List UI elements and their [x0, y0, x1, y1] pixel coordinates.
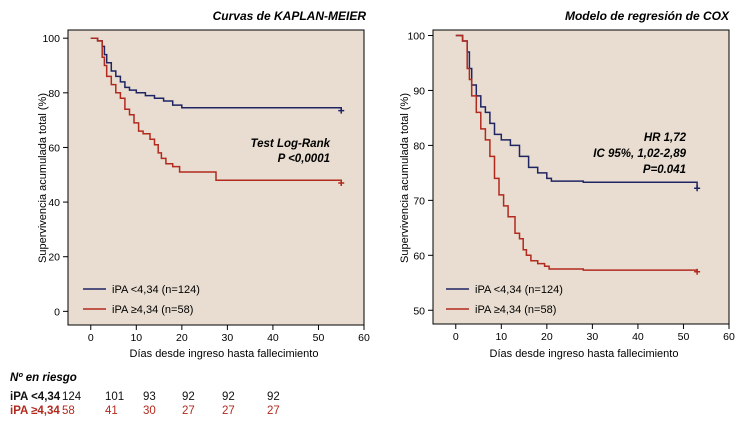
y-tick-label: 70 [413, 195, 425, 207]
p-value-annotation: P <0,0001 [278, 153, 330, 165]
kaplan-meier-y-axis-label: Supervivencia acumulada total (%) [37, 93, 49, 263]
x-tick-label: 10 [130, 332, 142, 344]
x-tick-label: 50 [678, 331, 690, 343]
y-tick-label: 80 [413, 140, 425, 152]
x-tick-label: 40 [632, 331, 644, 343]
log-rank-annotation: Test Log-Rank [251, 138, 331, 150]
cox-plot-area [432, 29, 730, 325]
legend-label-high: iPA ≥4,34 (n=58) [112, 304, 193, 316]
kaplan-meier-title: Curvas de KAPLAN-MEIER [213, 9, 367, 23]
x-tick-label: 0 [88, 332, 94, 344]
kaplan-meier-x-axis-label: Días desde ingreso hasta fallecimiento [130, 348, 319, 360]
x-tick-label: 20 [176, 332, 188, 344]
x-tick-label: 30 [587, 331, 599, 343]
y-tick-label: 60 [413, 250, 425, 262]
legend-label-low: iPA <4,34 (n=124) [112, 284, 200, 296]
cox-y-axis: 50 60 70 80 90 100 [407, 30, 433, 317]
y-tick-label: 100 [407, 30, 425, 42]
x-tick-label: 20 [541, 331, 553, 343]
kaplan-meier-y-axis: 0 20 40 60 80 100 [42, 33, 68, 318]
x-tick-label: 60 [723, 331, 735, 343]
survival-curve-high-ipa [90, 37, 342, 183]
y-tick-label: 50 [413, 305, 425, 317]
cox-legend: iPA <4,34 (n=124) iPA ≥4,34 (n=58) [446, 284, 563, 316]
y-tick-label: 0 [54, 306, 60, 318]
hr-annotation: HR 1,72 [644, 132, 687, 144]
ci-annotation: IC 95%, 1,02-2,89 [593, 148, 686, 160]
censor-mark [694, 185, 701, 192]
x-tick-label: 50 [313, 332, 325, 344]
kaplan-meier-legend: iPA <4,34 (n=124) iPA ≥4,34 (n=58) [83, 284, 200, 316]
survival-curve-high-ipa [455, 34, 698, 272]
y-tick-label: 20 [48, 252, 60, 264]
y-tick-label: 40 [48, 197, 60, 209]
x-tick-label: 30 [222, 332, 234, 344]
cox-regression-panel: Modelo de regresión de COX 0 10 20 30 40 50 60… [399, 9, 735, 360]
cox-y-axis-label: Supervivencia acumulada total (%) [399, 93, 411, 263]
y-tick-label: 100 [42, 33, 60, 45]
cox-x-axis: 0 10 20 30 40 50 60 [453, 324, 735, 343]
x-tick-label: 40 [267, 332, 279, 344]
legend-label-low: iPA <4,34 (n=124) [475, 284, 563, 296]
x-tick-label: 60 [358, 332, 370, 344]
y-tick-label: 80 [48, 88, 60, 100]
cox-curves [455, 34, 701, 275]
legend-label-high: iPA ≥4,34 (n=58) [475, 304, 556, 316]
censor-mark [694, 268, 701, 275]
cox-p-value-annotation: P=0.041 [643, 164, 686, 176]
survival-curve-low-ipa [90, 37, 342, 111]
censor-mark [338, 179, 345, 186]
cox-title: Modelo de regresión de COX [565, 9, 730, 23]
y-tick-label: 90 [413, 85, 425, 97]
kaplan-meier-curves [90, 37, 345, 186]
censor-mark [338, 107, 345, 114]
y-tick-label: 60 [48, 142, 60, 154]
cox-x-axis-label: Días desde ingreso hasta fallecimiento [490, 348, 679, 360]
kaplan-meier-x-axis: 0 10 20 30 40 50 60 [88, 325, 370, 344]
x-tick-label: 10 [495, 331, 507, 343]
kaplan-meier-panel: Curvas de KAPLAN-MEIER 0 10 20 30 40 50 60 0 20… [37, 9, 370, 360]
x-tick-label: 0 [453, 331, 459, 343]
